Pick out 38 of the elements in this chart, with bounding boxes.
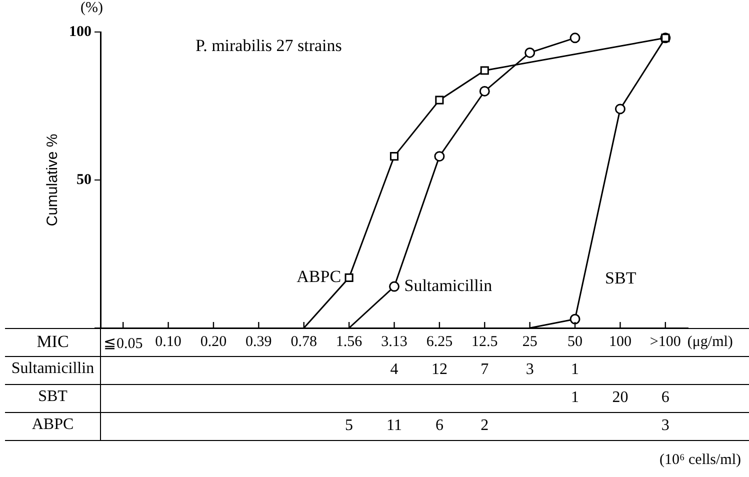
category-label: 6.25: [425, 334, 454, 351]
text: MIC: [36, 332, 70, 352]
category-label: 50: [566, 334, 584, 351]
category-label: 0.78: [290, 334, 318, 351]
text: (10⁶ cells/ml): [660, 452, 741, 469]
series-label: Sultamicillin: [404, 276, 493, 296]
text: Sultamicillin: [10, 360, 96, 378]
text: ABPC: [30, 416, 75, 434]
data-label: 1: [570, 361, 580, 379]
category-label: 1.56: [334, 334, 364, 351]
data-label: 6: [434, 417, 444, 435]
y-axis-title: Cumulative %: [44, 134, 62, 226]
category-label: 0.39: [244, 334, 273, 351]
data-label: 20: [611, 389, 630, 407]
data-label: 7: [480, 361, 490, 379]
series-label: ABPC: [296, 267, 342, 286]
chart-title: P. mirabilis 27 strains: [196, 36, 342, 56]
category-label: 0.20: [199, 334, 228, 351]
category-label: 12.5: [470, 334, 499, 351]
data-label: 3: [524, 361, 535, 379]
data-label: 2: [480, 417, 490, 435]
data-label: 11: [386, 417, 403, 435]
text: (%): [80, 0, 103, 17]
text: SBT: [37, 388, 68, 406]
data-label: 6: [660, 389, 670, 407]
category-label: >100: [648, 334, 682, 351]
category-label: 100: [608, 334, 632, 351]
category-label: ≦0.05: [102, 335, 144, 353]
data-label: 5: [344, 417, 354, 435]
data-label: 3: [660, 417, 670, 435]
text: (μg/ml): [687, 334, 733, 351]
data-label: 4: [389, 361, 400, 379]
data-label: 1: [570, 389, 580, 407]
category-label: 3.13: [380, 334, 408, 351]
category-label: 0.10: [154, 334, 182, 351]
series-label: SBT: [605, 268, 637, 288]
category-label: 25: [521, 334, 538, 351]
data-label: 12: [430, 361, 448, 379]
